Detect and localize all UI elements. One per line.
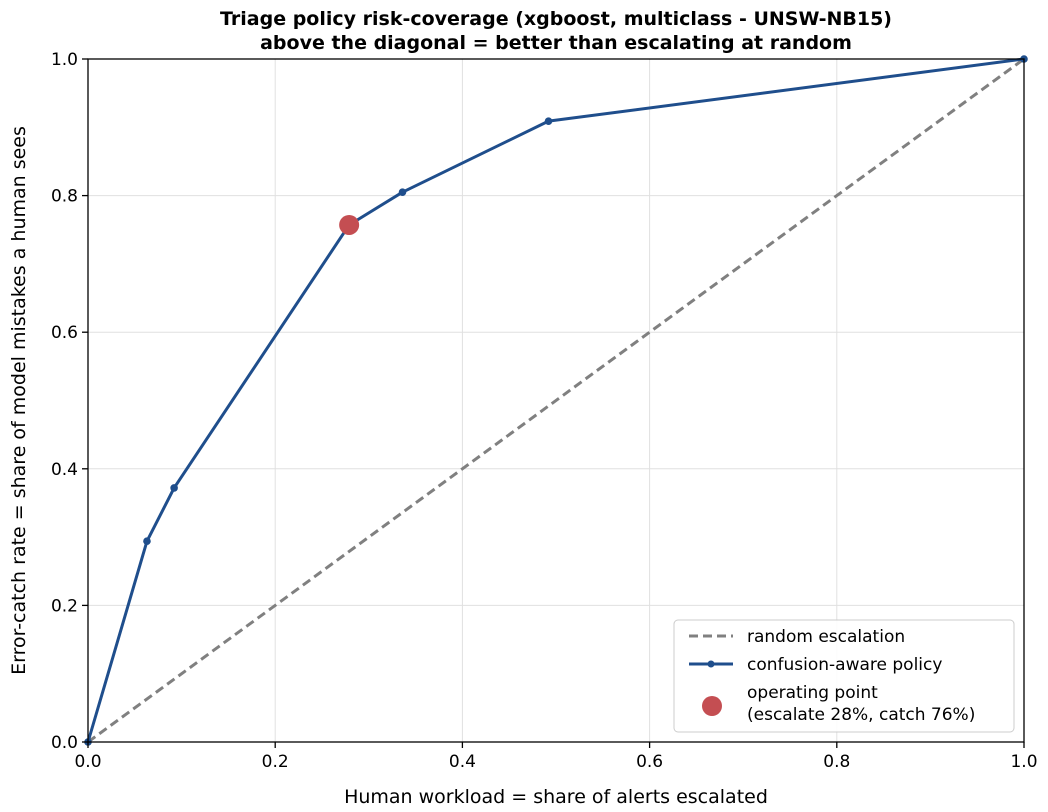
policy-curve-point (398, 188, 407, 196)
policy-curve-point (143, 537, 151, 545)
operating-point-marker (339, 214, 360, 235)
policy-curve-point (544, 117, 553, 125)
x-tick-label: 0.0 (74, 752, 101, 772)
random-escalation-line (87, 57, 1025, 744)
y-axis-label: Error-catch rate = share of model mistak… (8, 126, 30, 675)
y-tick-label: 0.4 (51, 460, 78, 480)
y-tick-label: 0.2 (51, 596, 78, 616)
chart-title-line2: above the diagonal = better than escalat… (260, 32, 852, 54)
plot-frame (87, 58, 1025, 743)
chart-title-line1: Triage policy risk-coverage (xgboost, mu… (220, 8, 892, 30)
legend-label-random: random escalation (747, 627, 905, 647)
x-tick-label: 0.2 (262, 752, 289, 772)
x-axis-label: Human workload = share of alerts escalat… (344, 786, 768, 808)
ticks: 0.0 0.2 0.4 0.6 0.8 1.0 0.0 0.2 0.4 0.6 0.8 1.0 (51, 50, 1038, 772)
y-tick-label: 0.6 (51, 323, 78, 343)
x-tick-label: 1.0 (1010, 752, 1037, 772)
y-tick-label: 0.0 (51, 733, 78, 753)
legend-swatch-policy-marker (707, 660, 715, 668)
legend-label-operating-point-line1: operating point (747, 683, 878, 703)
x-tick-label: 0.8 (823, 752, 850, 772)
policy-curve-point (170, 484, 178, 492)
legend-swatch-operating-point (702, 696, 722, 716)
x-tick-label: 0.4 (449, 752, 476, 772)
series-layer (84, 55, 1028, 746)
legend-label-policy: confusion-aware policy (747, 655, 942, 675)
y-tick-label: 1.0 (51, 50, 78, 70)
y-tick-label: 0.8 (51, 187, 78, 207)
legend-label-operating-point-line2: (escalate 28%, catch 76%) (747, 705, 975, 725)
legend-box (673, 619, 1015, 733)
legend: random escalation confusion-aware policy… (673, 619, 1015, 733)
x-tick-label: 0.6 (636, 752, 663, 772)
